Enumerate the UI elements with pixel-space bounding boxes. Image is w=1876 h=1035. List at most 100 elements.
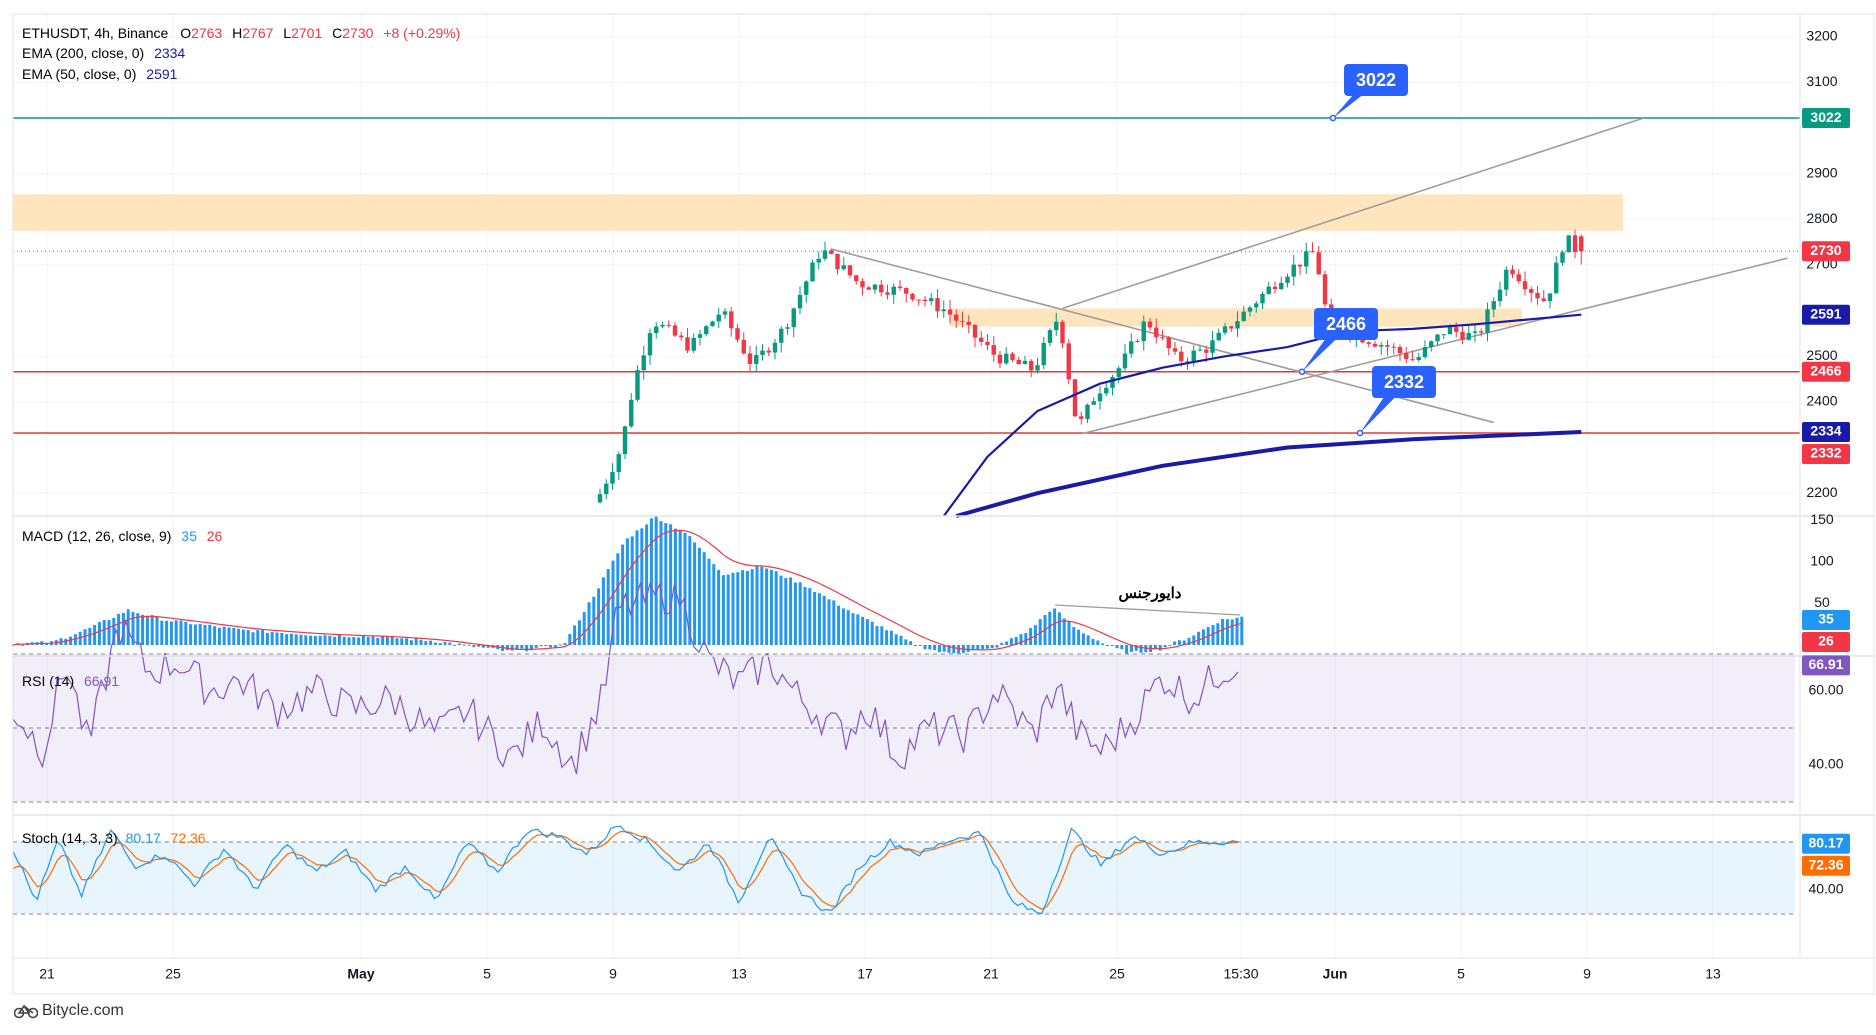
candle-body [1054,321,1059,331]
macd-histogram-bar [117,613,121,645]
candle-body [735,328,740,340]
candle-body [1035,365,1040,371]
stoch-legend-label: Stoch (14, 3, 3) [22,830,118,846]
candle-body [891,286,896,295]
macd-histogram-bar [457,643,461,645]
candle-body [1060,321,1065,344]
macd-histogram-bar [726,574,730,645]
macd-histogram-bar [169,621,173,645]
candle-body [1485,309,1490,333]
macd-histogram-bar [707,558,711,645]
candle-body [866,287,871,290]
macd-histogram-bar [1029,628,1033,645]
macd-histogram-bar [1086,635,1090,645]
candle-body [1047,330,1053,343]
legend-low-label: L [283,25,291,41]
macd-histogram-bar [760,566,764,645]
macd-histogram-bar [573,625,577,645]
time-tick-label: Jun [1323,966,1348,982]
time-tick-label: 13 [731,966,747,982]
macd-histogram-bar [1120,645,1124,650]
macd-histogram-bar [803,586,807,645]
candle-body [797,294,803,309]
candle-body [785,327,790,329]
macd-histogram-bar [93,625,97,645]
macd-histogram-bar [246,630,250,645]
candle-body [1029,360,1034,371]
ema50-line [942,313,1582,517]
macd-legend-macd: 35 [181,528,197,544]
macd-histogram-bar [1182,640,1186,645]
candle-body [697,334,703,338]
macd-histogram-bar [227,627,231,645]
candle-body [1085,404,1090,419]
macd-histogram-bar [155,616,159,645]
legend-ema50-label: EMA (50, close, 0) [22,66,136,82]
macd-histogram-bar [539,645,543,647]
candle-body [704,326,709,335]
candle-body [754,355,759,364]
candle-body [1547,293,1553,302]
candle-body [1535,292,1540,299]
macd-histogram-bar [645,524,649,645]
macd-histogram-bar [145,615,149,645]
candle-body [1291,264,1296,277]
callout-2332: 2332 [1384,372,1424,392]
macd-histogram-bar [505,645,509,651]
candle-body [1191,350,1196,362]
candle-body [1172,348,1178,352]
candle-body [710,321,715,327]
macd-histogram-bar [544,645,548,646]
legend-ema200: EMA (200, close, 0) 2334 [22,45,185,61]
macd-histogram-bar [736,572,740,645]
time-axis[interactable]: 21 25 May 5 9 13 17 21 25 15:30 Jun 5 9 13 [13,957,1874,982]
candle-body [1041,342,1046,366]
macd-histogram-bar [1129,645,1133,652]
price-callouts[interactable]: 3022 2466 2332 [1298,64,1437,437]
candle-body [1310,251,1315,253]
macd-histogram-bar [745,571,749,645]
pane-separators [12,13,1875,995]
candle-body [791,308,796,328]
macd-histogram-bar [553,645,557,648]
macd-histogram-bar [232,627,236,645]
macd-histogram-bar [750,569,754,645]
legend-close-label: C [332,25,342,41]
candle-body [1022,360,1028,365]
badge-2591-bg [1802,304,1850,325]
macd-histogram-bar [947,645,951,653]
macd-pane [11,516,1244,654]
price-tick-label: 2500 [1806,347,1837,363]
candle-body [816,258,821,263]
stoch-tick-label: 40.00 [1808,881,1843,897]
callout-3022-box [1344,64,1408,96]
macd-histogram-bar [45,643,49,645]
macd-histogram-bar [909,641,913,645]
candle-body [804,281,809,295]
chart-border [12,13,1875,995]
macd-histogram-bar [918,645,922,646]
candle-body [672,325,678,336]
macd-legend: MACD (12, 26, close, 9) 35 26 [22,528,223,544]
candle-body [1560,252,1565,263]
macd-histogram-bar [165,620,169,645]
macd-histogram-bar [683,532,687,645]
candle-body [622,426,628,455]
macd-histogram-bar [342,636,346,645]
candle-body [1160,337,1165,339]
macd-histogram-bar [352,637,356,645]
macd-histogram-bar [558,644,562,646]
candle-body [1166,337,1171,349]
macd-histogram-bar [333,636,337,645]
macd-histogram-bar [141,614,145,645]
macd-histogram-bar [702,552,706,645]
macd-histogram-bar [213,626,217,645]
macd-histogram-bar [1110,645,1114,646]
time-tick-label: May [347,966,374,982]
candle-body [904,288,909,294]
macd-histogram-bar [1240,616,1244,645]
badge-stoch-k: 80.17 [1808,834,1843,850]
macd-histogram-bar [467,644,471,646]
time-tick-label: 13 [1705,966,1721,982]
